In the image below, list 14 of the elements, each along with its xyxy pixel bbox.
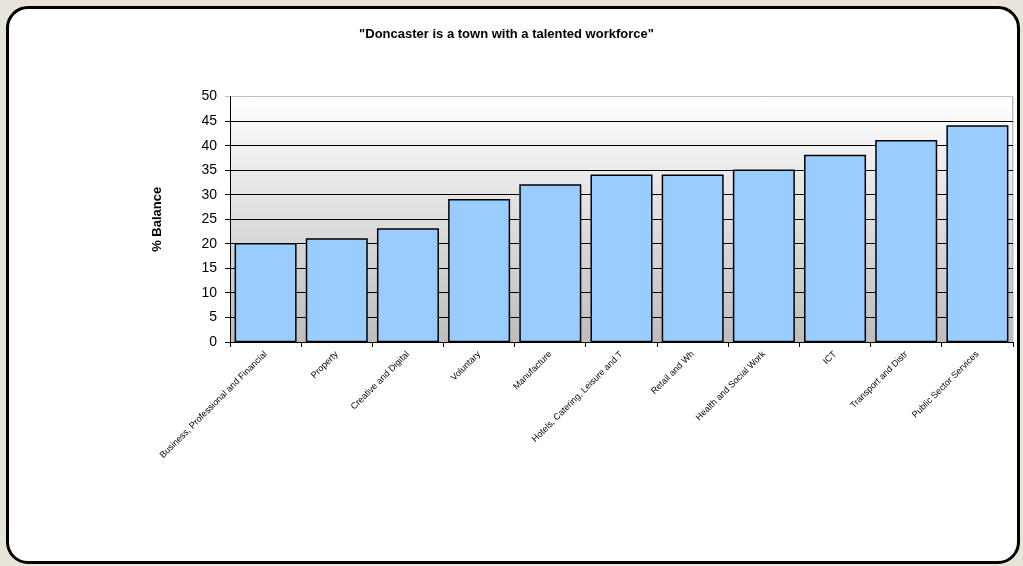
y-tick-label: 40 — [201, 136, 218, 153]
y-tick-label: 45 — [201, 112, 218, 128]
y-tick-label: 30 — [201, 185, 218, 202]
y-tick-label: 0 — [209, 332, 218, 349]
y-tick-label: 35 — [201, 161, 218, 178]
y-axis-title: % Balance — [149, 186, 165, 252]
y-tick-label: 50 — [201, 87, 218, 104]
y-tick-label: 20 — [201, 234, 218, 251]
chart-title: "Doncaster is a town with a talented workforce" — [359, 26, 654, 42]
x-tick-label: ICT — [820, 348, 839, 367]
y-tick-label: 25 — [201, 210, 218, 227]
y-tick-label: 10 — [201, 283, 218, 300]
y-tick-label: 15 — [201, 259, 218, 276]
y-tick-label: 5 — [209, 308, 218, 325]
